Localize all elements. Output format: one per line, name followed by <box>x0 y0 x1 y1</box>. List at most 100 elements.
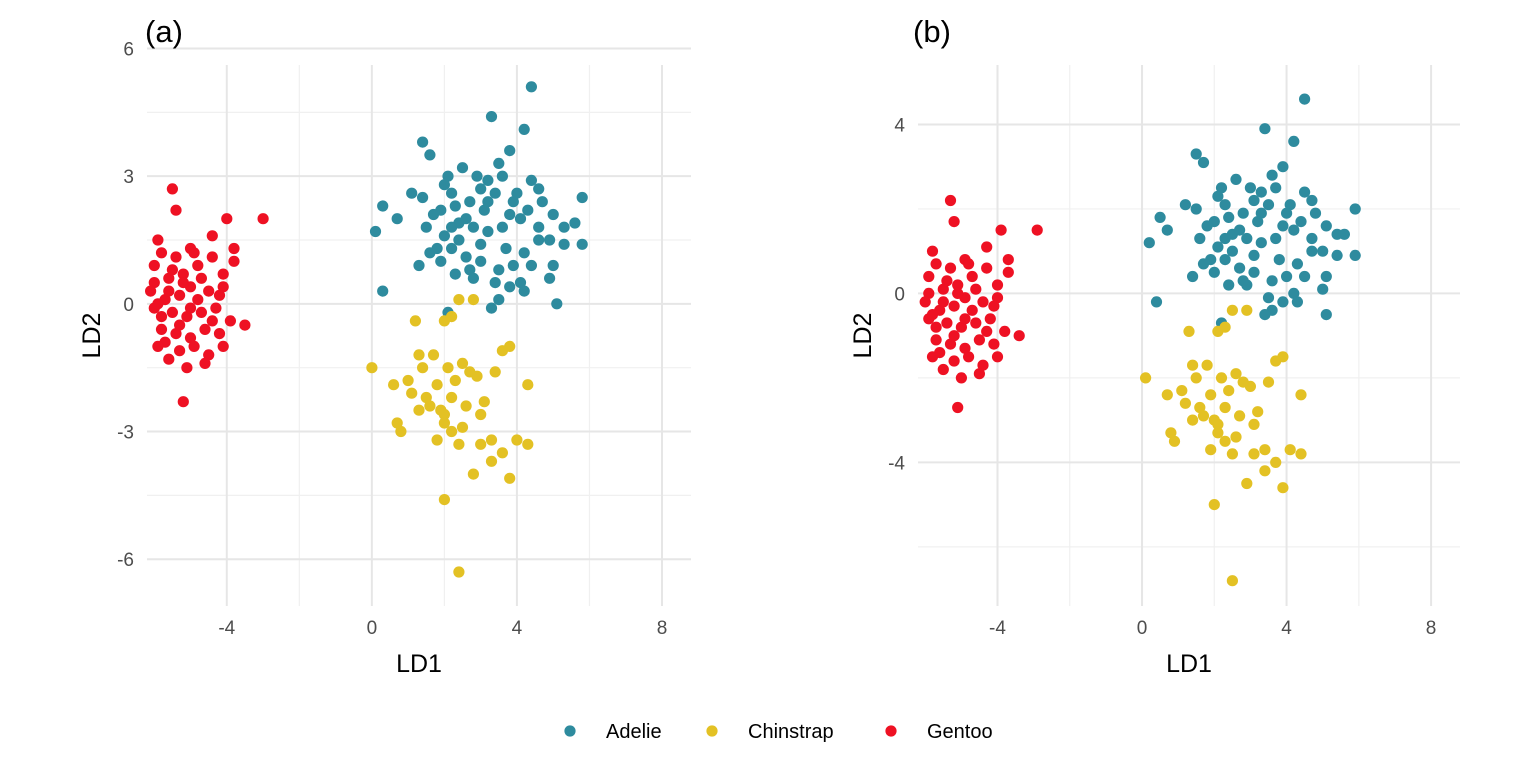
point-adelie <box>1190 148 1202 160</box>
x-axis-title: LD1 <box>396 650 442 678</box>
point-adelie <box>544 272 556 284</box>
point-chinstrap <box>467 468 479 480</box>
point-gentoo <box>991 279 1004 291</box>
point-adelie <box>1291 296 1303 308</box>
point-chinstrap <box>1187 414 1199 426</box>
point-chinstrap <box>1226 304 1238 316</box>
point-chinstrap <box>1165 427 1177 439</box>
point-adelie <box>1349 249 1361 261</box>
point-chinstrap <box>1223 385 1235 397</box>
point-chinstrap <box>1248 418 1260 430</box>
point-gentoo <box>166 264 178 276</box>
point-gentoo <box>977 296 989 308</box>
point-gentoo <box>228 242 240 255</box>
point-adelie <box>1262 292 1275 304</box>
point-adelie <box>417 191 429 204</box>
point-adelie <box>485 302 498 314</box>
point-chinstrap <box>1270 456 1282 468</box>
point-gentoo <box>995 224 1007 236</box>
point-adelie <box>449 268 461 280</box>
point-adelie <box>558 238 570 250</box>
point-adelie <box>1208 266 1220 278</box>
point-gentoo <box>188 247 200 259</box>
point-chinstrap <box>1237 376 1249 388</box>
x-tick-label: 0 <box>367 618 378 639</box>
point-adelie <box>369 225 382 238</box>
point-chinstrap <box>1205 444 1217 456</box>
point-chinstrap <box>464 366 476 378</box>
point-adelie <box>460 213 472 225</box>
point-adelie <box>511 187 523 199</box>
point-adelie <box>1262 199 1275 211</box>
point-gentoo <box>155 247 168 259</box>
point-adelie <box>1259 123 1271 135</box>
point-adelie <box>1320 220 1332 232</box>
point-chinstrap <box>413 349 425 361</box>
point-chinstrap <box>442 362 454 374</box>
point-gentoo <box>973 368 986 380</box>
point-chinstrap <box>478 396 490 408</box>
point-adelie <box>518 123 530 135</box>
point-adelie <box>1288 135 1300 147</box>
point-adelie <box>446 221 458 233</box>
point-gentoo <box>206 251 218 263</box>
point-chinstrap <box>409 315 421 327</box>
point-gentoo <box>181 311 193 323</box>
point-chinstrap <box>1176 385 1188 397</box>
point-gentoo <box>923 270 935 283</box>
series-adelie <box>369 81 588 318</box>
point-gentoo <box>937 296 949 308</box>
point-chinstrap <box>496 345 508 357</box>
point-gentoo <box>177 268 189 280</box>
point-adelie <box>1161 224 1173 236</box>
panel-label: (b) <box>913 14 951 49</box>
series-adelie <box>1143 93 1361 329</box>
point-gentoo <box>930 258 942 270</box>
point-gentoo <box>177 396 189 408</box>
point-adelie <box>504 208 516 221</box>
point-gentoo <box>991 351 1004 363</box>
point-adelie <box>1277 296 1289 308</box>
point-adelie <box>1306 232 1318 245</box>
point-chinstrap <box>1259 465 1271 477</box>
point-chinstrap <box>1295 389 1307 401</box>
point-adelie <box>482 225 494 238</box>
point-adelie <box>1194 232 1206 245</box>
point-adelie <box>1212 190 1224 202</box>
point-chinstrap <box>1259 444 1271 456</box>
point-chinstrap <box>431 379 443 391</box>
point-adelie <box>558 221 570 233</box>
point-chinstrap <box>446 311 458 323</box>
point-adelie <box>1288 224 1300 236</box>
point-gentoo <box>155 323 168 335</box>
point-chinstrap <box>504 472 516 484</box>
point-adelie <box>1150 296 1163 308</box>
point-adelie <box>547 208 559 221</box>
x-tick-label: 8 <box>1426 618 1437 639</box>
point-adelie <box>1234 262 1246 274</box>
point-chinstrap <box>388 379 400 391</box>
point-adelie <box>464 264 476 276</box>
point-gentoo <box>203 349 215 361</box>
point-adelie <box>1320 309 1332 321</box>
point-chinstrap <box>456 421 469 433</box>
point-gentoo <box>166 183 178 195</box>
point-gentoo <box>963 351 975 363</box>
point-chinstrap <box>1215 372 1228 384</box>
point-gentoo <box>919 296 931 308</box>
point-adelie <box>438 230 450 242</box>
point-adelie <box>1215 182 1228 194</box>
point-gentoo <box>213 328 226 340</box>
point-adelie <box>446 187 458 199</box>
point-gentoo <box>177 277 189 289</box>
x-axis-title: LD1 <box>1166 650 1212 678</box>
point-gentoo <box>977 359 989 371</box>
point-gentoo <box>206 230 218 242</box>
point-adelie <box>1266 169 1278 181</box>
point-gentoo <box>981 241 993 253</box>
point-adelie <box>522 204 534 216</box>
point-adelie <box>518 285 530 297</box>
point-adelie <box>485 111 498 123</box>
legend-key-chinstrap <box>706 725 718 737</box>
point-gentoo <box>184 302 197 314</box>
